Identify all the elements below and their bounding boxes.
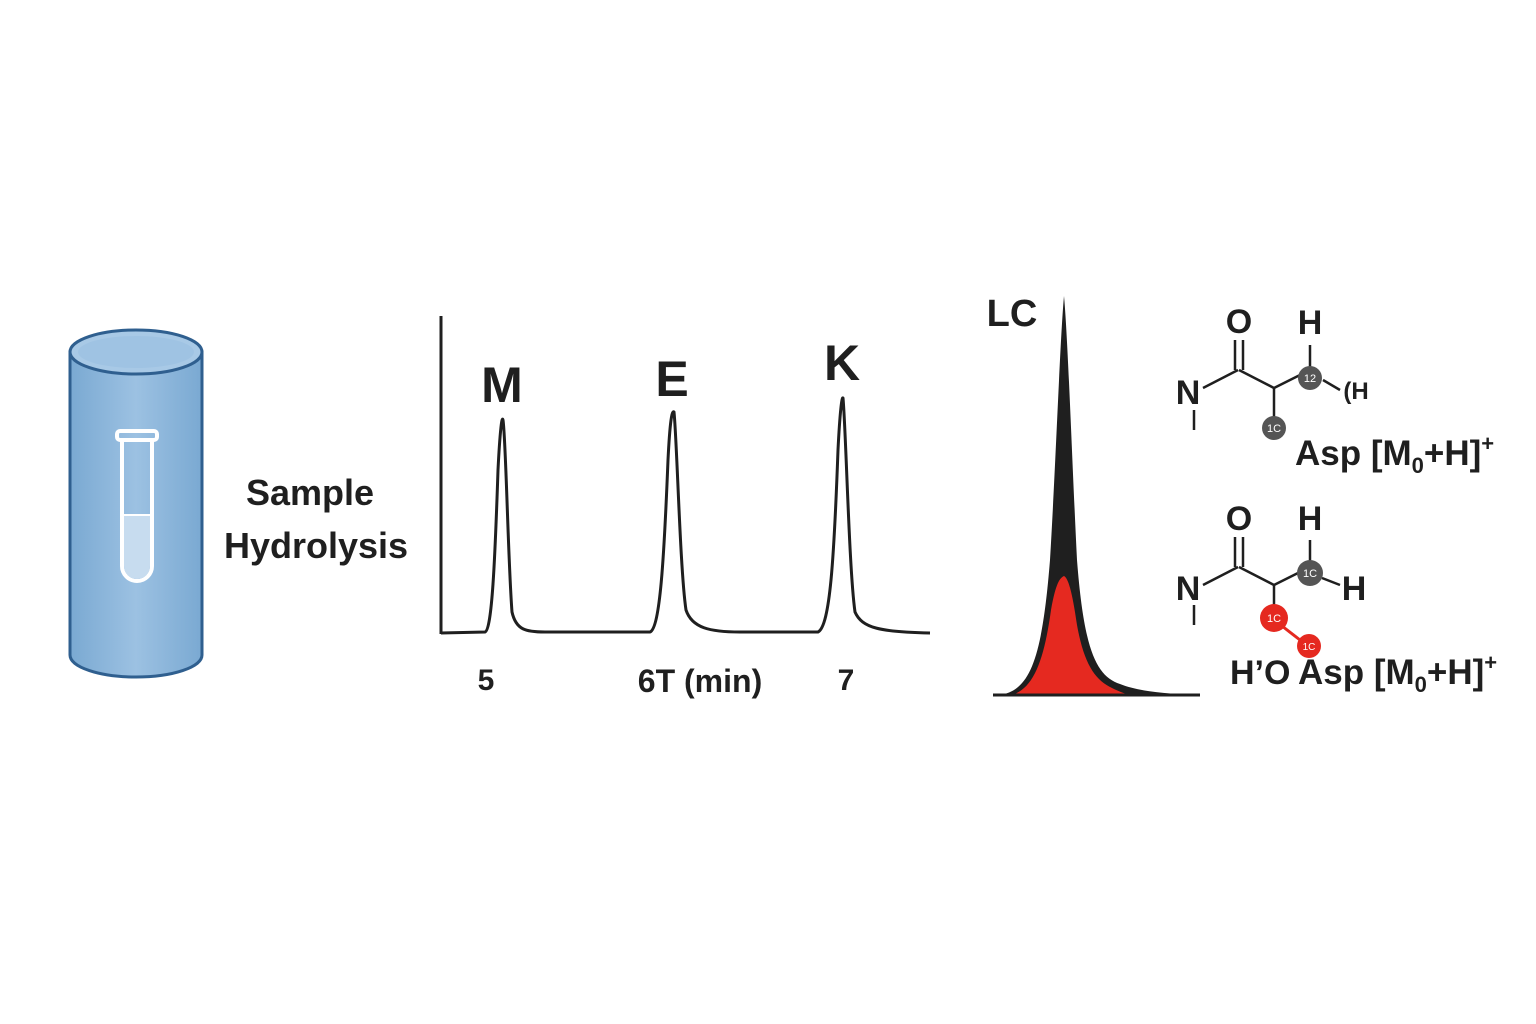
sample-cylinder-icon [68,328,204,679]
peak-label-k: K [824,335,860,391]
atom-h-top: H [1298,304,1323,342]
chromatogram-trace [440,396,931,635]
atom-o-top: O [1226,303,1252,341]
carbon-node-12: 12 [1298,366,1322,390]
chromatogram: M E K 5 6T (min) 7 [439,316,931,699]
atom-n-top: N [1176,374,1201,412]
svg-text:1C: 1C [1267,613,1281,625]
carbon-node-1c-red-b: 1C [1297,634,1321,658]
svg-text:1C: 1C [1303,568,1317,580]
atom-o-bottom: O [1226,500,1252,538]
test-tube-icon [115,429,159,583]
lc-label: LC [987,293,1038,335]
atom-h-o: H’O [1230,654,1290,692]
carbon-node-1c-gray: 1C [1297,560,1323,586]
carbon-node-1c-red-a: 1C [1260,604,1288,632]
atom-n-bottom: N [1176,570,1201,608]
svg-text:12: 12 [1304,373,1316,385]
asp-label-top: Asp [M0+H]+ [1295,431,1494,478]
svg-text:1C: 1C [1303,642,1316,653]
atom-h-top-bottom: H [1298,500,1323,538]
peak-label-e: E [655,351,688,407]
lc-peak-outer [1000,296,1200,695]
lc-peak-red-fill [1012,576,1132,695]
red-bond [1281,624,1301,642]
atom-h-side: (H [1343,378,1368,405]
structure-top: O H N (H 12 1C Asp [M0+H]+ [1176,303,1494,478]
carbon-node-1c-top: 1C [1262,416,1286,440]
tick-label-6-time: 6T (min) [638,663,762,699]
tick-label-7: 7 [838,664,855,697]
tick-label-5: 5 [478,664,495,697]
sample-label-line1: Sample [246,472,374,513]
peak-label-m: M [481,357,523,413]
lc-peak: LC [987,293,1200,697]
structure-bottom: O H N H 1C 1C 1C H’O Asp [M0+H]+ [1176,500,1497,697]
atom-h-right: H [1342,570,1367,608]
svg-text:1C: 1C [1267,423,1281,435]
asp-label-bottom: Asp [M0+H]+ [1298,650,1497,697]
sample-label-line2: Hydrolysis [224,525,408,566]
